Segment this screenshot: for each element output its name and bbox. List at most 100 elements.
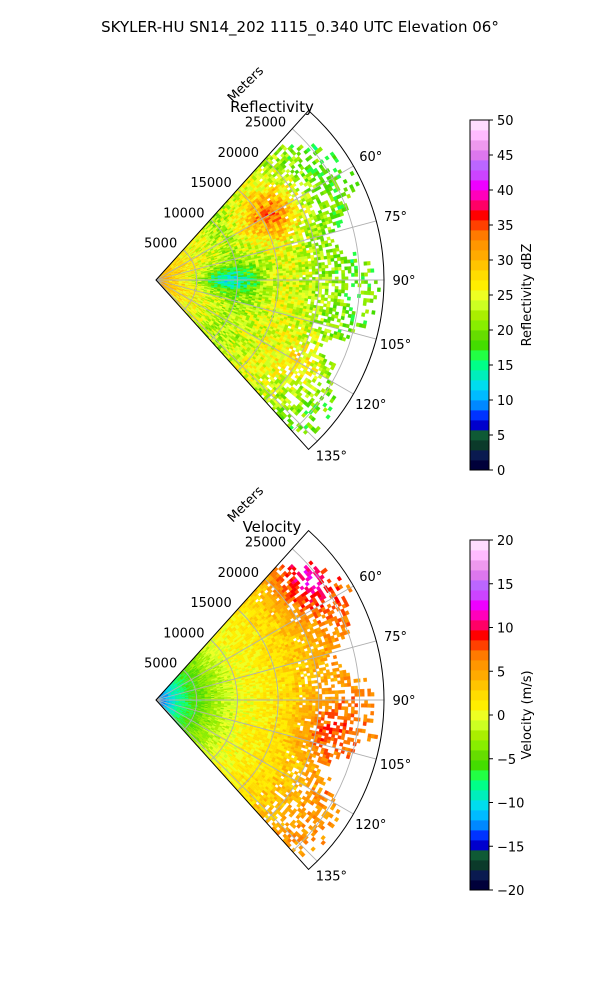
radar-bin: [354, 279, 359, 284]
radar-bin: [298, 269, 303, 273]
radar-bin: [361, 276, 365, 281]
radar-bin: [289, 286, 293, 290]
radar-bin: [363, 298, 368, 303]
radar-bin: [269, 281, 274, 285]
radar-bin: [334, 295, 338, 300]
radar-bin: [289, 282, 293, 285]
radar-bin: [298, 261, 302, 266]
radar-bin: [246, 274, 251, 277]
radar-bin: [332, 167, 338, 173]
radar-bin: [322, 407, 328, 413]
radar-bin: [285, 288, 290, 292]
radar-bin: [269, 273, 274, 277]
radar-bin: [295, 272, 300, 276]
radar-bin: [348, 307, 353, 312]
radar-bin: [289, 272, 293, 276]
radar-bin: [343, 256, 348, 261]
radar-bin: [298, 181, 304, 187]
radar-bin: [344, 276, 349, 281]
radar-bin: [341, 286, 345, 291]
radar-bin: [291, 262, 296, 266]
radar-bin: [262, 270, 267, 273]
radar-bin: [367, 268, 371, 273]
radar-bin: [307, 295, 312, 300]
radar-bin: [296, 151, 302, 157]
radar-bin: [269, 271, 274, 275]
radar-bin: [311, 265, 316, 270]
radar-bin: [324, 270, 329, 275]
radar-bin: [279, 284, 284, 287]
radar-bin: [340, 299, 345, 304]
radar-bin: [237, 276, 241, 279]
radar-bin: [326, 236, 331, 241]
radar-bin: [256, 274, 261, 277]
radar-bin: [339, 250, 344, 255]
radar-bin: [308, 309, 313, 314]
radar-bin: [298, 267, 303, 271]
radar-bin: [311, 288, 316, 292]
radar-bin: [330, 298, 335, 302]
radar-bin: [292, 282, 297, 286]
radar-bin: [324, 264, 329, 269]
radar-bin: [330, 258, 335, 262]
radar-bin: [371, 310, 376, 315]
radar-bin: [288, 265, 293, 269]
radar-bin: [360, 272, 365, 277]
radar-bin: [298, 289, 303, 293]
radar-bin: [361, 279, 365, 284]
radar-bin: [285, 265, 290, 269]
radar-bin: [292, 272, 297, 276]
radar-bin: [266, 275, 271, 279]
radar-bin: [240, 281, 245, 284]
radar-bin: [301, 266, 306, 270]
radar-bin: [343, 186, 349, 193]
radar-bin: [363, 261, 368, 266]
radar-bin: [298, 284, 303, 288]
radar-bin: [330, 238, 335, 243]
radar-bin: [273, 281, 277, 285]
radar-bin: [341, 269, 345, 274]
radar-bin: [259, 283, 264, 286]
radar-bin: [282, 275, 287, 278]
radar-bin: [298, 287, 303, 291]
reflectivity-panel: Reflectivity 60°75°90°105°120°135°500010…: [144, 63, 415, 464]
radar-bin: [307, 260, 312, 265]
radar-bin: [345, 323, 350, 329]
radar-bin: [240, 275, 245, 278]
radar-bin: [289, 143, 295, 150]
radar-bin: [302, 272, 306, 276]
radar-bin: [263, 281, 267, 285]
radar-bin: [321, 268, 326, 272]
radar-bin: [337, 263, 342, 268]
radar-bin: [312, 282, 316, 286]
radar-bin: [294, 169, 300, 175]
radar-bin: [344, 283, 349, 287]
radar-bin: [341, 283, 346, 287]
radar-bin: [321, 282, 326, 287]
radar-bin: [322, 402, 328, 408]
radar-bin: [315, 282, 319, 286]
radar-bin: [282, 270, 287, 274]
radar-bin: [292, 289, 296, 293]
radar-bin: [308, 290, 313, 294]
radar-bin: [295, 267, 300, 271]
radar-bin: [269, 285, 274, 289]
radar-bin: [308, 285, 313, 289]
radar-bin: [334, 286, 339, 290]
radar-bin: [311, 263, 316, 267]
radar-bin: [347, 269, 352, 274]
radar-bin: [250, 281, 254, 284]
radar-bin: [292, 284, 297, 288]
radar-bin: [324, 155, 330, 161]
radar-bin: [331, 267, 336, 271]
radar-bin: [334, 270, 339, 274]
radar-bin: [250, 276, 254, 279]
radar-bin: [330, 254, 334, 259]
radar-bin: [373, 295, 378, 300]
radar-bin: [342, 306, 347, 311]
radar-bin: [259, 272, 264, 275]
reflectivity-title: Reflectivity: [230, 98, 314, 116]
radar-bin: [317, 146, 324, 152]
radar-bin: [282, 282, 287, 285]
radar-bin: [272, 273, 277, 277]
